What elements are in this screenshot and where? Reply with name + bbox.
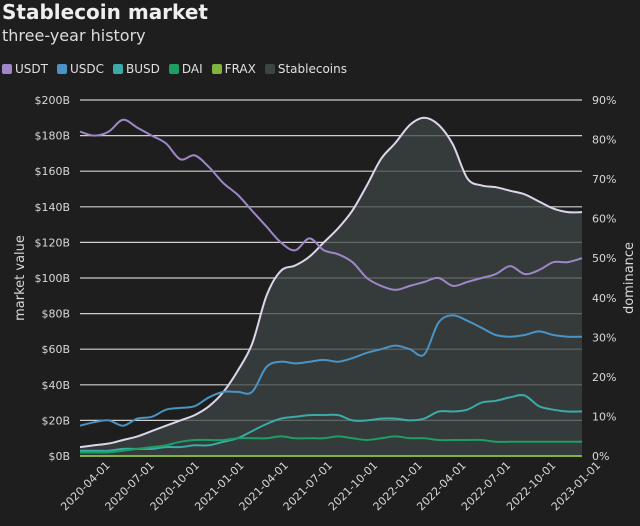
line-dai xyxy=(80,435,583,454)
series-usdt xyxy=(79,118,583,291)
legend-label-busd: BUSD xyxy=(126,62,160,76)
y-axis-right-ticks: 0% 10% 20% 30% 40% 50% 60% 70% 80% 90% xyxy=(592,94,616,463)
line-busd xyxy=(80,394,583,452)
y-tick-label-left: $20B xyxy=(41,414,70,427)
y-tick-label-left: $140B xyxy=(34,201,70,214)
line-usdt xyxy=(79,118,583,291)
series-dai xyxy=(80,435,583,454)
y-tick-label-right: 0% xyxy=(592,450,609,463)
y-tick-label-right: 90% xyxy=(592,94,616,107)
legend-swatch-usdc xyxy=(56,64,67,74)
line-stablecoins xyxy=(79,116,583,449)
chart-title: Stablecoin market xyxy=(2,0,208,24)
y-tick-label-left: $60B xyxy=(41,343,70,356)
y-tick-label-left: $80B xyxy=(41,308,70,321)
y-tick-label-right: 40% xyxy=(592,292,616,305)
y-tick-label-left: $200B xyxy=(34,94,70,107)
legend-item-usdc[interactable]: USDC xyxy=(56,62,105,76)
legend-item-busd[interactable]: BUSD xyxy=(113,62,160,76)
series-stablecoins xyxy=(79,116,583,457)
legend-swatch-frax xyxy=(211,64,222,74)
legend-swatch-dai xyxy=(168,64,179,74)
chart-subtitle: three-year history xyxy=(2,26,146,45)
series-busd xyxy=(80,394,583,452)
y-axis-left-label: market value xyxy=(13,235,28,321)
legend-label-dai: DAI xyxy=(181,62,203,76)
y-tick-label-right: 10% xyxy=(592,410,616,423)
series-layer xyxy=(79,116,583,457)
y-tick-label-right: 70% xyxy=(592,173,616,186)
legend-label-usdc: USDC xyxy=(69,62,105,76)
legend-item-usdt[interactable]: USDT xyxy=(2,62,48,76)
y-tick-label-right: 30% xyxy=(592,331,616,344)
series-usdc xyxy=(79,314,583,427)
y-tick-label-left: $120B xyxy=(34,236,70,249)
legend-item-dai[interactable]: DAI xyxy=(168,62,203,76)
y-tick-label-right: 20% xyxy=(592,371,616,384)
legend-swatch-stablecoins xyxy=(264,64,275,74)
legend-label-stablecoins: Stablecoins xyxy=(277,62,347,76)
y-tick-label-right: 60% xyxy=(592,213,616,226)
y-tick-label-left: $0B xyxy=(48,450,70,463)
legend-item-frax[interactable]: FRAX xyxy=(211,62,256,76)
legend-label-frax: FRAX xyxy=(224,62,256,76)
area-stablecoins xyxy=(80,117,582,457)
x-axis-ticks: 2020-04-012020-07-012020-10-012021-01-01… xyxy=(58,459,603,513)
y-tick-label-left: $180B xyxy=(34,130,70,143)
y-tick-label-left: $100B xyxy=(34,272,70,285)
y-tick-label-left: $160B xyxy=(34,165,70,178)
legend-label-usdt: USDT xyxy=(15,62,48,76)
y-axis-right-label: dominance xyxy=(622,242,637,314)
y-tick-label-left: $40B xyxy=(41,379,70,392)
y-axis-left-ticks: $0B $20B $40B $60B $80B $100B $120B $140B $160B $… xyxy=(34,94,70,463)
chart-legend: USDT USDC BUSD DAI FRAX Stablecoins xyxy=(2,62,347,76)
legend-swatch-usdt xyxy=(2,64,12,74)
line-usdc xyxy=(79,314,583,427)
y-tick-label-right: 50% xyxy=(592,252,616,265)
y-tick-label-right: 80% xyxy=(592,134,616,147)
legend-item-stablecoins[interactable]: Stablecoins xyxy=(264,62,347,76)
legend-swatch-busd xyxy=(113,64,124,74)
